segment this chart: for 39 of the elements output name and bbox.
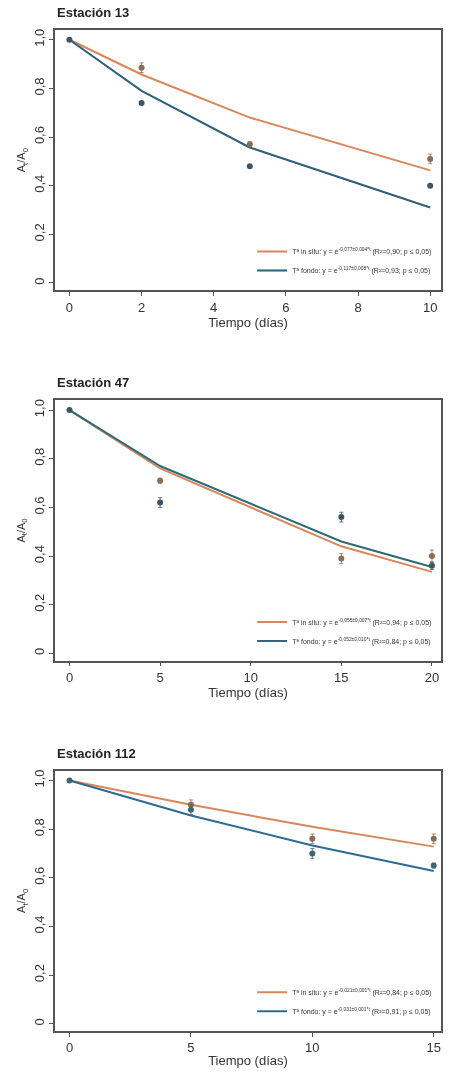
x-tick-label: 8 xyxy=(354,299,362,315)
y-tick-label: 0,2 xyxy=(32,223,48,242)
y-tick-label: 0,4 xyxy=(32,174,48,193)
x-axis-title: Tiempo (días) xyxy=(208,1053,288,1069)
y-tick-label: 0,8 xyxy=(32,818,48,837)
x-tick-label: 20 xyxy=(424,669,440,685)
y-tick-label: 0 xyxy=(32,647,48,655)
x-tick-label: 4 xyxy=(210,299,218,315)
y-tick-label: 0,4 xyxy=(32,915,48,934)
x-tick-label: 15 xyxy=(426,1040,441,1056)
x-tick-label: 10 xyxy=(243,669,258,685)
y-tick-label: 0,6 xyxy=(32,126,48,145)
x-tick-label: 0 xyxy=(65,669,74,685)
y-tick-label: 1,0 xyxy=(32,769,48,788)
x-tick-label: 5 xyxy=(187,1040,195,1056)
x-axis-title: Tiempo (días) xyxy=(208,314,288,330)
chart-title: Estación 112 xyxy=(57,746,136,761)
x-tick-label: 0 xyxy=(65,1040,74,1056)
x-tick-label: 10 xyxy=(305,1040,320,1056)
y-tick-label: 0,6 xyxy=(32,496,48,515)
y-tick-label: 0,8 xyxy=(32,447,48,466)
y-tick-label: 0,8 xyxy=(32,77,48,96)
y-tick-label: 1,0 xyxy=(32,399,48,418)
chart-title: Estación 13 xyxy=(57,5,130,20)
y-tick-label: 0 xyxy=(32,277,48,285)
x-tick-label: 2 xyxy=(137,299,146,315)
x-tick-label: 15 xyxy=(334,669,349,685)
y-tick-label: 0,2 xyxy=(32,593,48,612)
chart-title: Estación 47 xyxy=(57,375,130,390)
x-axis-title: Tiempo (días) xyxy=(208,684,288,700)
x-tick-label: 0 xyxy=(65,299,74,315)
y-tick-label: 0,4 xyxy=(32,545,48,564)
x-tick-label: 5 xyxy=(156,669,164,685)
x-tick-label: 10 xyxy=(422,299,438,315)
x-tick-label: 6 xyxy=(282,299,290,315)
y-tick-label: 0 xyxy=(32,1018,48,1026)
y-tick-label: 1,0 xyxy=(32,28,48,47)
y-tick-label: 0,2 xyxy=(32,964,48,983)
y-tick-label: 0,6 xyxy=(32,866,48,885)
